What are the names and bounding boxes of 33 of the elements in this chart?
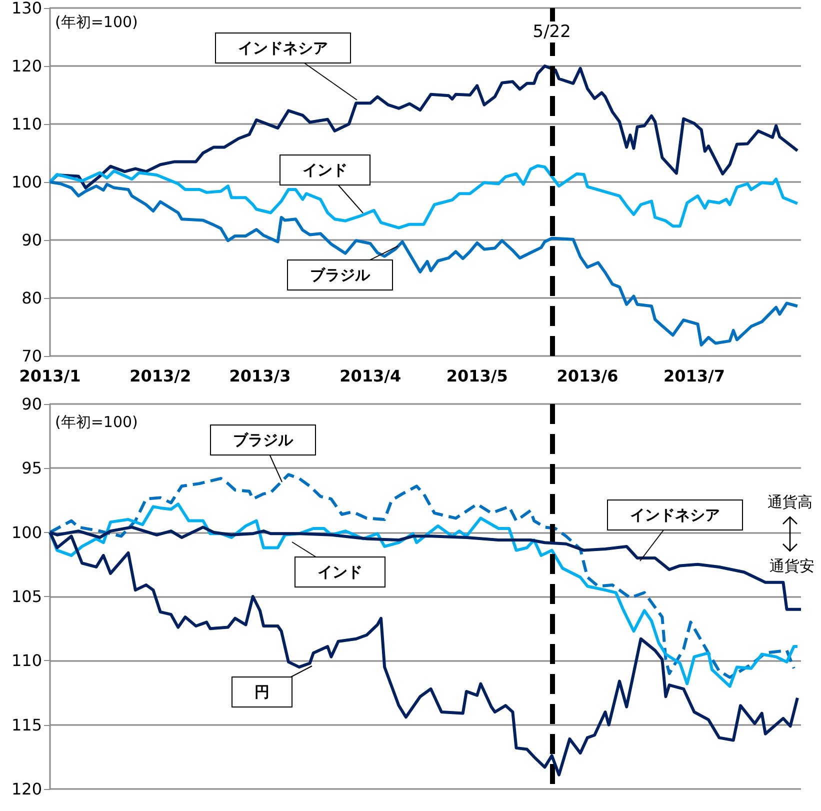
y-tick-label: 70 [22, 346, 42, 366]
y-tick-label: 120 [11, 56, 42, 76]
y-tick-label: 95 [22, 458, 42, 478]
y-tick-label: 100 [11, 172, 42, 192]
y-tick-label: 90 [22, 394, 42, 414]
y-tick-label: 100 [11, 522, 42, 542]
y-tick-label: 105 [11, 587, 42, 606]
series-label: ブラジル [310, 266, 371, 284]
y-tick-label: 90 [22, 230, 42, 250]
y-tick-label: 115 [11, 715, 42, 734]
x-tick-label: 2013/6 [556, 366, 618, 386]
x-tick-label: 2013/3 [229, 366, 291, 386]
series-label: インド [318, 563, 362, 581]
text: インドネシア [238, 39, 328, 57]
series-label: ブラジル [233, 431, 294, 449]
series-label: インド [302, 161, 348, 179]
x-tick-label: 2013/5 [446, 366, 508, 386]
annotation: 通貨安 [770, 557, 814, 575]
series-label: インドネシア [630, 506, 720, 524]
series-label: 円 [254, 683, 270, 701]
x-tick-label: 2013/2 [130, 366, 192, 386]
y-tick-label: 110 [11, 651, 42, 670]
annotation: (年初=100) [55, 13, 138, 31]
x-tick-label: 2013/7 [663, 366, 725, 386]
ref-line-label: 5/22 [532, 22, 571, 42]
annotation: 通貨高 [768, 493, 812, 511]
annotation: (年初=100) [55, 413, 138, 431]
y-tick-label: 130 [11, 0, 42, 18]
y-tick-label: 80 [22, 288, 42, 308]
y-tick-label: 110 [11, 114, 42, 134]
y-tick-label: 120 [11, 780, 42, 798]
x-tick-label: 2013/4 [340, 366, 402, 386]
x-tick-label: 2013/1 [19, 366, 81, 386]
